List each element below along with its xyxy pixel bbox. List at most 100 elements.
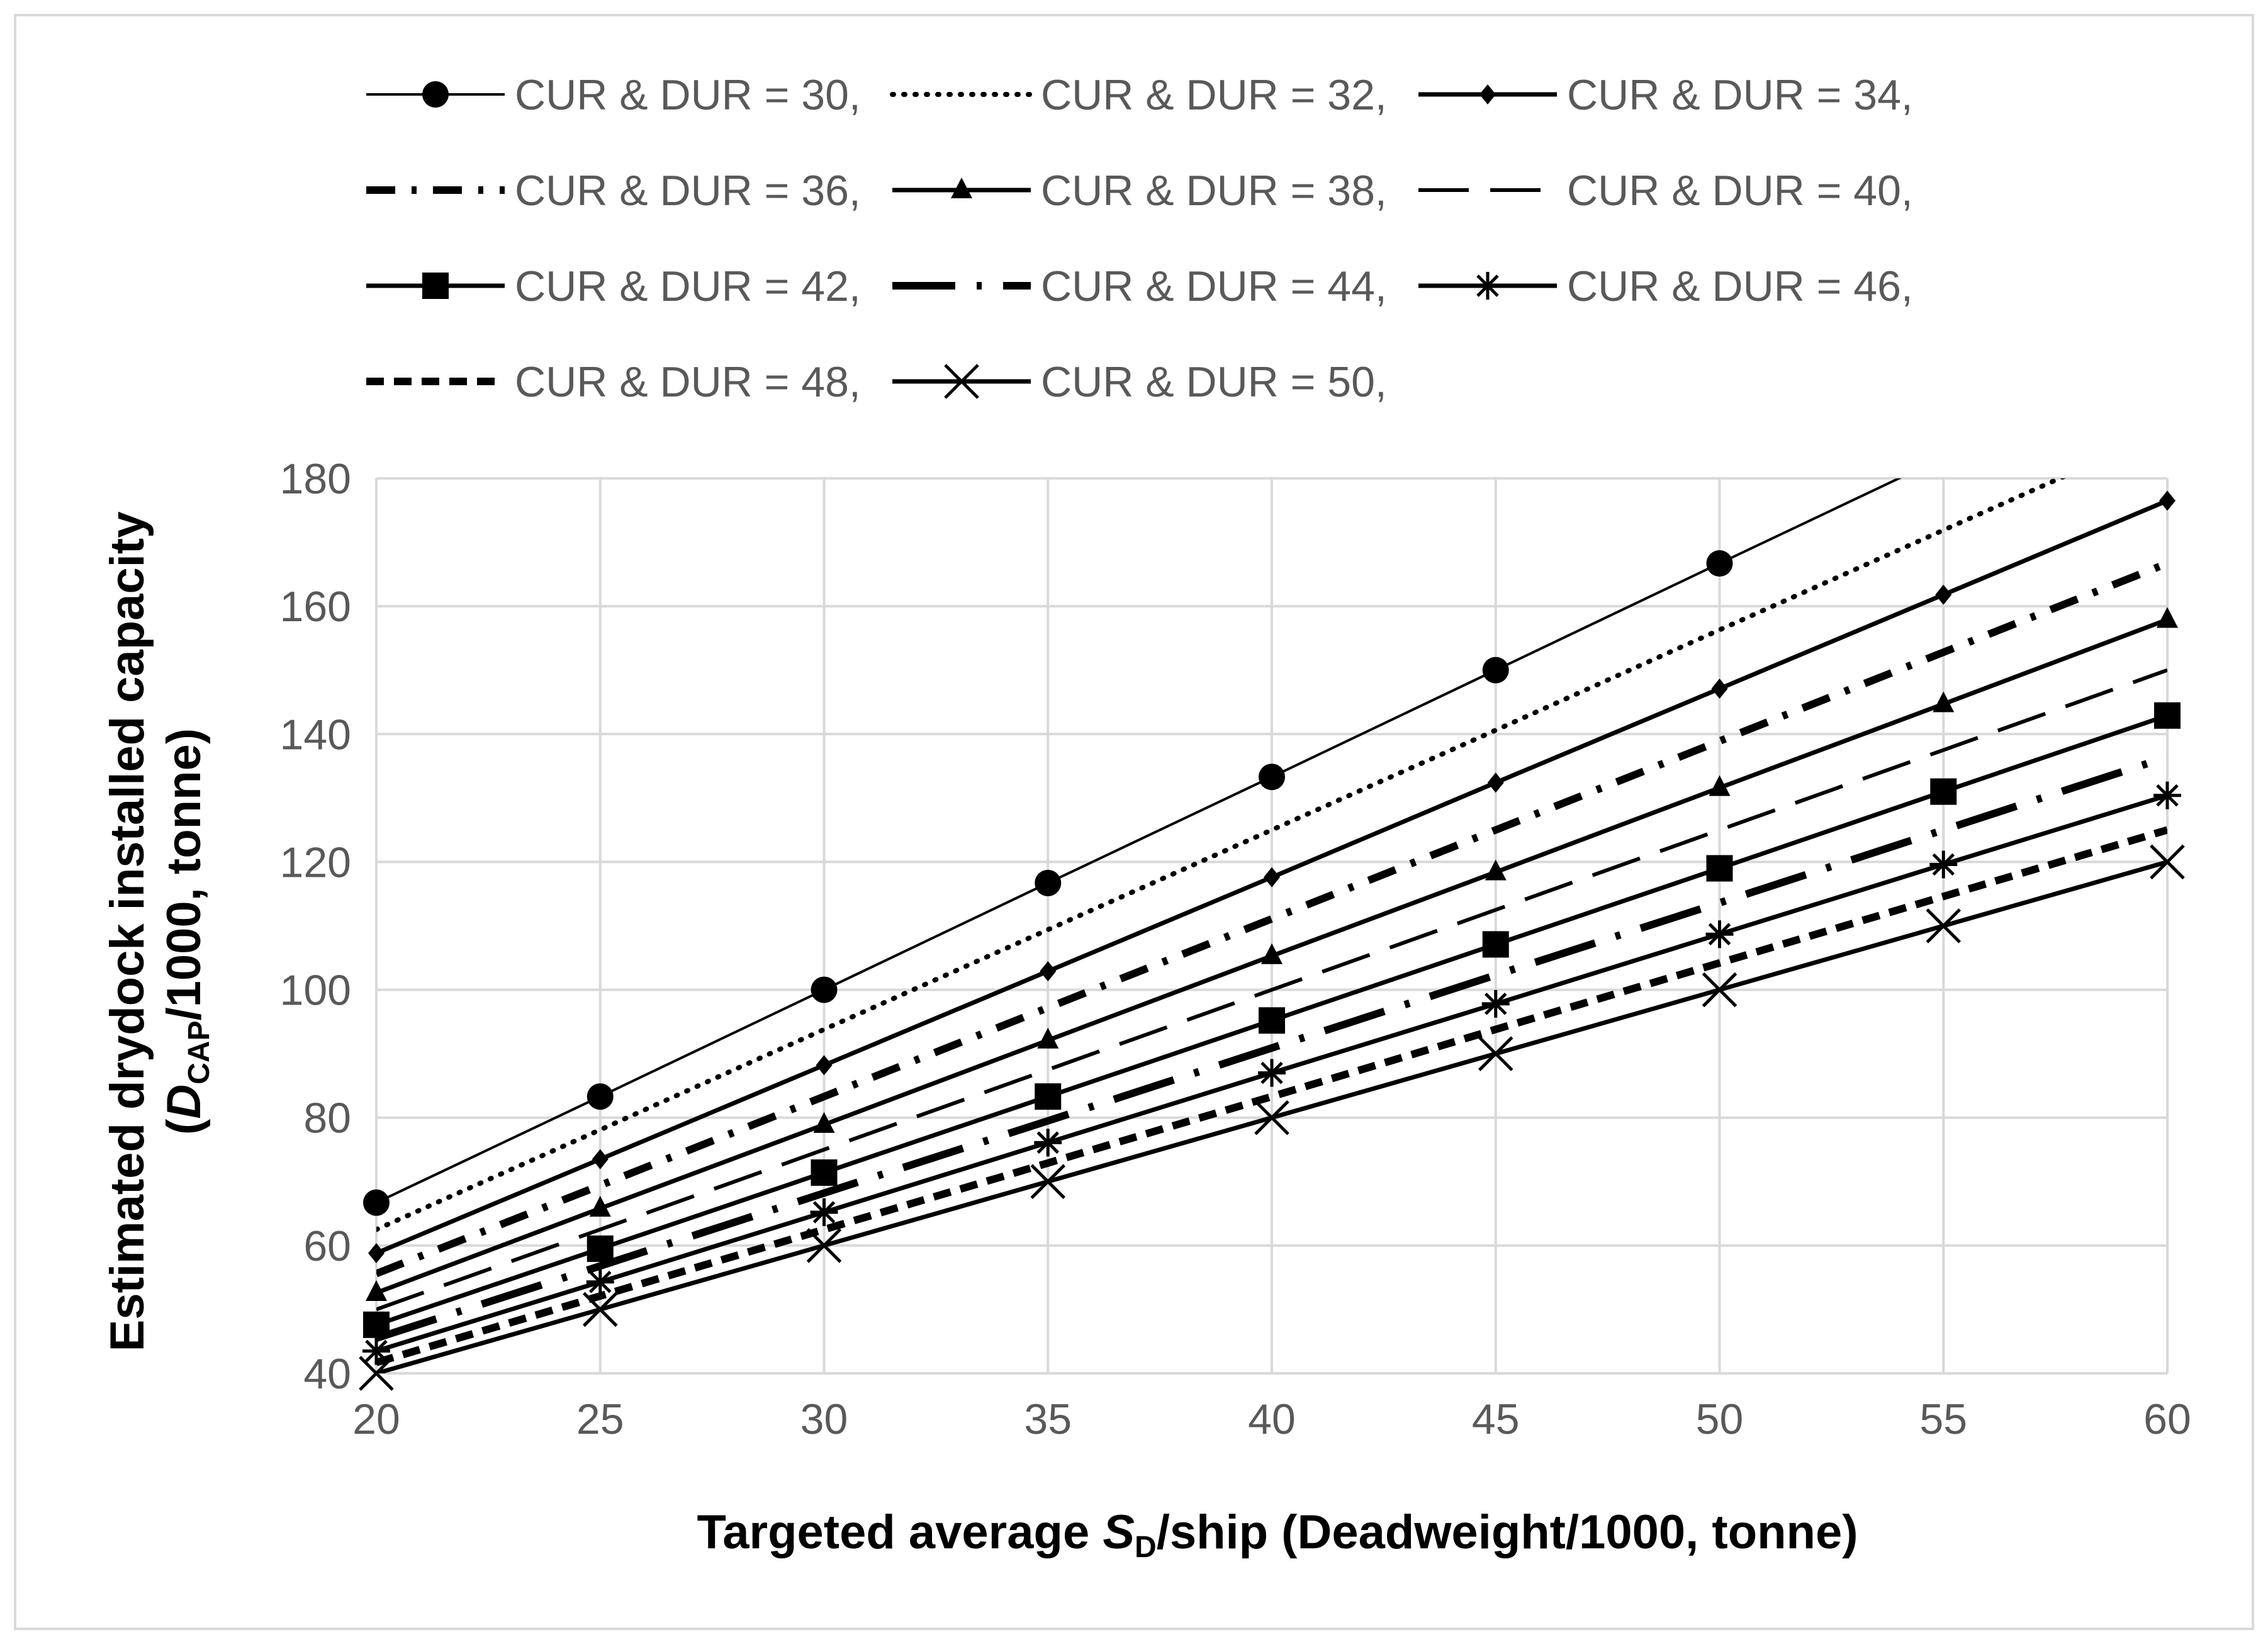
data-point-marker: [368, 1243, 385, 1264]
data-point-marker: [1709, 775, 1731, 796]
legend-label: CUR & DUR = 38,: [1041, 167, 1387, 215]
legend-label: CUR & DUR = 42,: [515, 262, 861, 310]
data-point-marker: [1929, 850, 1958, 879]
legend-item: CUR & DUR = 40,: [1418, 167, 1913, 215]
data-point-marker: [2154, 702, 2181, 729]
data-point-marker: [592, 1149, 609, 1169]
data-point-marker: [2157, 607, 2178, 628]
data-point-marker: [1264, 867, 1280, 887]
data-point-marker: [587, 1083, 614, 1110]
data-point-marker: [1482, 931, 1509, 958]
y-tick-label: 140: [280, 711, 351, 758]
y-tick-label: 160: [280, 583, 351, 631]
y-axis-title-line2: (DCAP/1000, tonne): [157, 728, 216, 1135]
data-point-marker: [1487, 772, 1504, 793]
y-tick-label: 120: [280, 838, 351, 886]
data-point-marker: [1035, 869, 1062, 896]
data-point-marker: [813, 1112, 835, 1133]
data-point-marker: [1254, 1100, 1289, 1135]
data-point-marker: [1040, 961, 1057, 982]
legend-item: CUR & DUR = 34,: [1418, 71, 1913, 119]
legend-marker: [951, 177, 972, 198]
series-line-2: [376, 478, 2066, 1232]
data-point-marker: [1030, 1164, 1066, 1200]
x-tick-label: 45: [1472, 1395, 1520, 1443]
legend-marker: [1479, 84, 1496, 104]
legend-marker: [422, 81, 449, 108]
data-point-marker: [586, 1268, 614, 1296]
y-axis-title-line1: Estimated drydock installed capacity: [101, 512, 154, 1352]
data-point-marker: [363, 1189, 390, 1216]
legend-item: CUR & DUR = 36,: [366, 167, 861, 215]
legend-marker: [944, 364, 979, 399]
data-point-marker: [811, 1159, 838, 1186]
series-line-6: [376, 668, 2167, 1312]
legend-label: CUR & DUR = 32,: [1041, 71, 1387, 119]
data-point-marker: [1711, 678, 1728, 699]
series-line-8: [376, 753, 2167, 1342]
data-point-marker: [811, 976, 838, 1003]
x-tick-label: 60: [2143, 1395, 2191, 1443]
legend-item: CUR & DUR = 32,: [890, 71, 1387, 119]
series-line-10: [376, 826, 2167, 1366]
series-line-4: [376, 560, 2167, 1278]
y-tick-label: 40: [303, 1350, 351, 1398]
x-tick-label: 20: [352, 1395, 400, 1443]
legend-label: CUR & DUR = 44,: [1041, 262, 1387, 310]
y-tick-label: 80: [303, 1095, 351, 1142]
data-point-marker: [1933, 691, 1955, 712]
legend-label: CUR & DUR = 50,: [1041, 358, 1387, 406]
legend-item: CUR & DUR = 30,: [366, 71, 861, 119]
data-point-marker: [810, 1198, 838, 1227]
data-point-marker: [362, 1337, 390, 1365]
x-tick-label: 35: [1024, 1395, 1072, 1443]
data-point-marker: [1706, 550, 1733, 577]
legend-marker: [422, 273, 449, 299]
data-point-marker: [1034, 1129, 1062, 1157]
legend-label: CUR & DUR = 46,: [1567, 262, 1913, 310]
data-point-marker: [1037, 1027, 1059, 1049]
x-axis-title: Targeted average SD/ship (Deadweight/100…: [697, 1506, 1858, 1564]
data-point-marker: [1482, 656, 1509, 684]
data-point-marker: [1259, 1007, 1285, 1034]
x-tick-label: 55: [1919, 1395, 1967, 1443]
x-tick-label: 50: [1696, 1395, 1744, 1443]
x-tick-label: 25: [576, 1395, 624, 1443]
legend-item: CUR & DUR = 44,: [892, 262, 1387, 310]
data-point-marker: [359, 1356, 394, 1391]
legend-item: CUR & DUR = 42,: [366, 262, 861, 310]
data-point-marker: [1035, 1083, 1062, 1110]
data-point-marker: [1702, 972, 1737, 1008]
data-point-marker: [806, 1228, 842, 1263]
legend-item: CUR & DUR = 48,: [366, 358, 861, 406]
legend-label: CUR & DUR = 34,: [1567, 71, 1913, 119]
legend-label: CUR & DUR = 40,: [1567, 167, 1913, 215]
legend: CUR & DUR = 30, CUR & DUR = 32, CUR & DUR …: [366, 71, 1913, 406]
data-point-marker: [1261, 943, 1283, 964]
data-point-marker: [1930, 778, 1957, 805]
data-point-marker: [363, 1311, 390, 1338]
data-point-marker: [1926, 908, 1962, 943]
tick-labels: 40 60 80 100 120 140 160 180 20 25 30 35 40 45 50 55 60: [280, 455, 2191, 1443]
y-tick-label: 100: [280, 967, 351, 1015]
markers-group: [359, 490, 2185, 1391]
data-point-marker: [1935, 584, 1952, 605]
legend-item: CUR & DUR = 50,: [892, 358, 1387, 406]
y-tick-label: 60: [303, 1222, 351, 1270]
data-point-marker: [1258, 1059, 1286, 1087]
x-tick-label: 40: [1248, 1395, 1296, 1443]
legend-item: CUR & DUR = 38,: [892, 167, 1387, 215]
data-point-marker: [1485, 859, 1507, 881]
data-point-marker: [582, 1292, 618, 1327]
legend-label: CUR & DUR = 36,: [515, 167, 861, 215]
data-point-marker: [1478, 1036, 1513, 1071]
y-tick-label: 180: [280, 455, 351, 503]
data-point-marker: [587, 1235, 614, 1262]
x-tick-label: 30: [800, 1395, 848, 1443]
data-point-marker: [816, 1055, 833, 1076]
legend-item: CUR & DUR = 46,: [1418, 262, 1913, 310]
legend-label: CUR & DUR = 30,: [515, 71, 861, 119]
data-point-marker: [2159, 490, 2175, 511]
